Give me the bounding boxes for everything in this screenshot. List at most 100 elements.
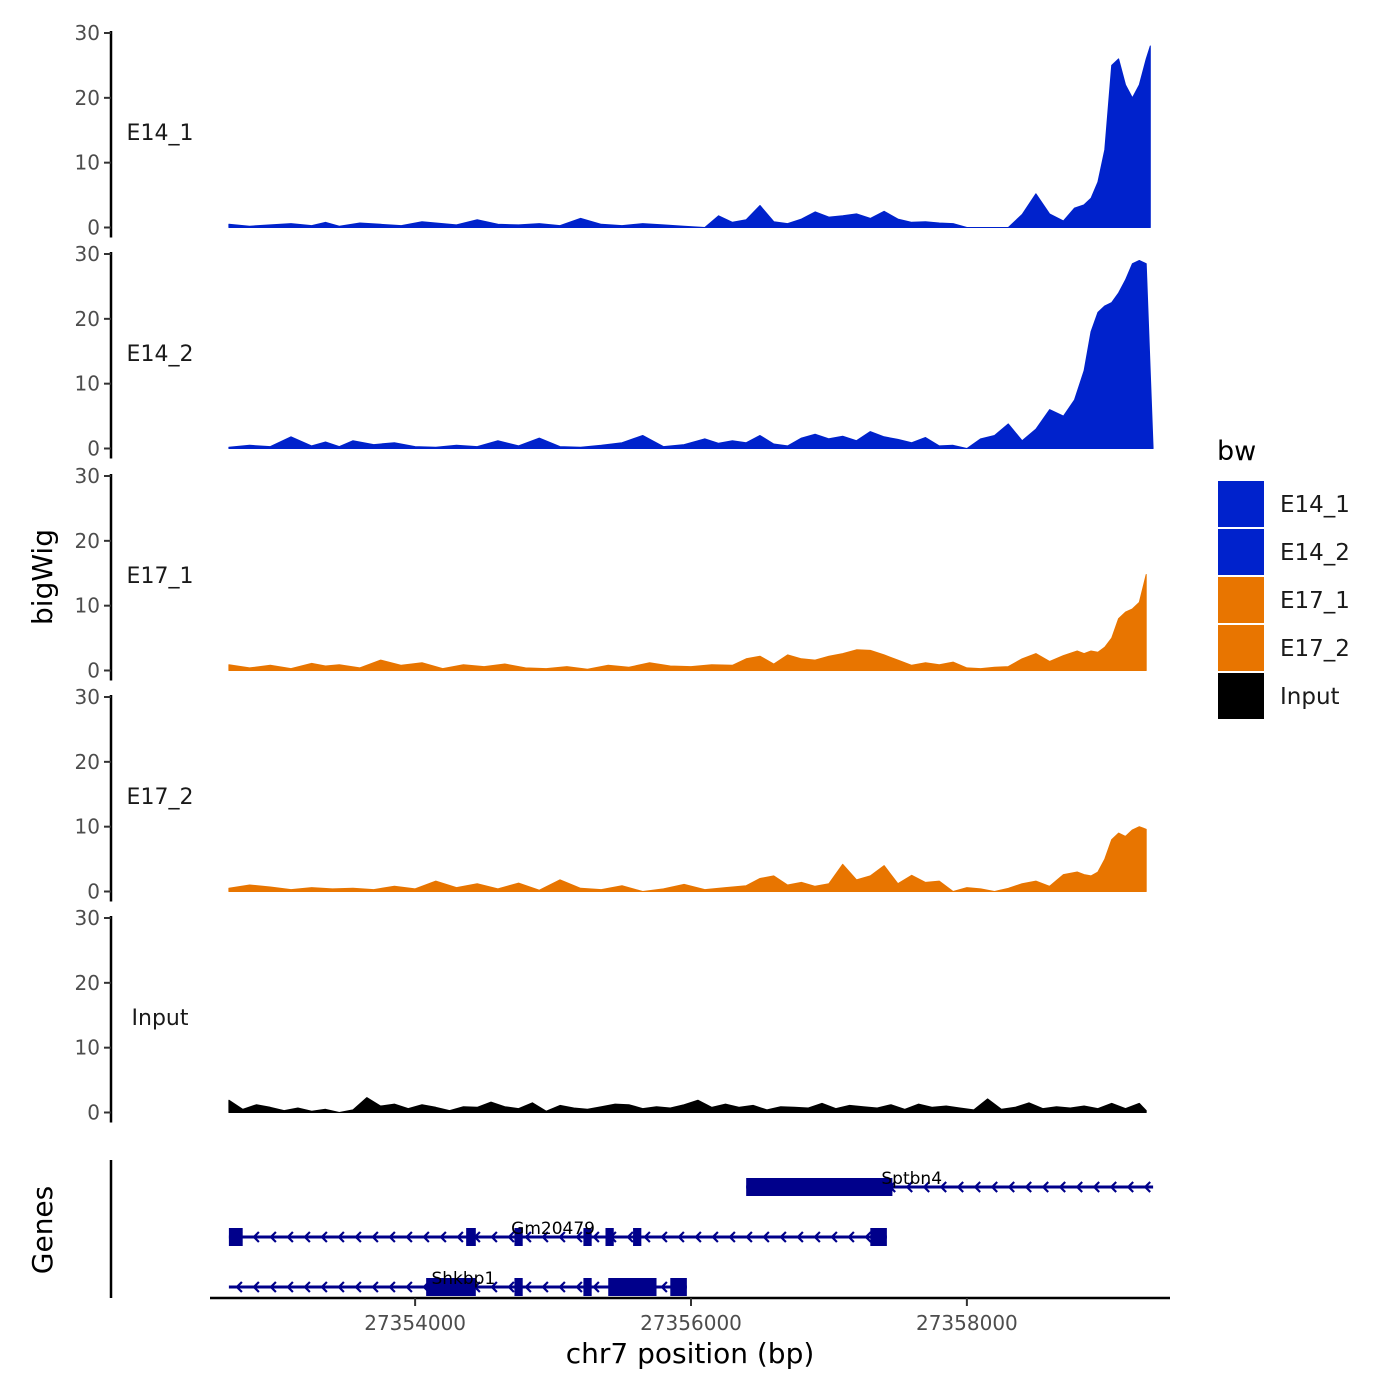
exon [633, 1228, 642, 1246]
panel-e14_1: 0 10 20 30 E14_1 [75, 21, 1151, 240]
strand-arrow [990, 1181, 998, 1193]
y-tick-label: 30 [75, 242, 100, 266]
y-tick-label: 10 [75, 815, 100, 839]
strand-arrow [371, 1231, 379, 1243]
legend-swatch [1218, 529, 1264, 575]
legend-label: E17_1 [1280, 588, 1350, 614]
y-tick-label: 10 [75, 1036, 100, 1060]
strand-arrow [813, 1231, 821, 1243]
exon [605, 1228, 614, 1246]
strand-arrow [1143, 1181, 1151, 1193]
y-tick-label: 20 [75, 529, 100, 553]
exon [466, 1228, 476, 1246]
exon [608, 1278, 657, 1296]
strand-arrow [956, 1181, 964, 1193]
strand-arrow [422, 1231, 430, 1243]
legend-entries: E14_1 E14_2 E17_1 E17_2 Input [1218, 481, 1350, 719]
exon [583, 1228, 592, 1246]
genes-track: Genes Sptbn4 Gm20479 Shkbp1 [26, 1160, 1154, 1298]
gene-sptbn4: Sptbn4 [746, 1169, 1154, 1196]
y-tick-label: 30 [75, 906, 100, 930]
strand-arrow [939, 1181, 947, 1193]
strand-arrow [575, 1281, 583, 1293]
exon [870, 1228, 887, 1246]
y-tick-label: 0 [87, 880, 100, 904]
strand-arrow [745, 1231, 753, 1243]
legend: bw E14_1 E14_2 E17_1 E17_2 Input [1217, 436, 1350, 719]
strand-arrow [1024, 1181, 1032, 1193]
strand-arrow [388, 1231, 396, 1243]
legend-swatch [1218, 577, 1264, 623]
strand-arrow [626, 1231, 634, 1243]
track-label: E14_2 [127, 342, 194, 367]
y-tick-label: 10 [75, 372, 100, 396]
legend-title: bw [1217, 436, 1256, 467]
series-area-input [228, 1097, 1147, 1113]
strand-arrow [694, 1231, 702, 1243]
strand-arrow [286, 1281, 294, 1293]
strand-arrow [1058, 1181, 1066, 1193]
y-tick-label: 20 [75, 307, 100, 331]
strand-arrow [490, 1281, 498, 1293]
strand-arrow [830, 1231, 838, 1243]
exon [426, 1278, 476, 1296]
track-label: Input [132, 1006, 189, 1031]
y-tick-label: 20 [75, 86, 100, 110]
x-ticks: 27354000 27356000 27358000 [364, 1298, 1018, 1335]
strand-arrow [337, 1281, 345, 1293]
strand-arrow [660, 1231, 668, 1243]
strand-arrow [762, 1231, 770, 1243]
strand-arrow [252, 1281, 260, 1293]
strand-arrow [337, 1231, 345, 1243]
track-label: E17_2 [127, 785, 194, 810]
strand-arrow [507, 1281, 515, 1293]
strand-arrow [320, 1281, 328, 1293]
strand-arrow [864, 1231, 872, 1243]
gene-label: Shkbp1 [431, 1269, 495, 1289]
strand-arrow [269, 1281, 277, 1293]
panel-e17_1: 0 10 20 30 E17_1 [75, 464, 1147, 683]
legend-label: E14_2 [1280, 540, 1350, 566]
strand-arrow [371, 1281, 379, 1293]
strand-arrow [524, 1281, 532, 1293]
strand-arrow [269, 1231, 277, 1243]
strand-arrow [1041, 1181, 1049, 1193]
exon [514, 1278, 523, 1296]
strand-arrow [905, 1181, 913, 1193]
strand-arrow [303, 1231, 311, 1243]
y-tick-label: 10 [75, 151, 100, 175]
strand-arrow [456, 1231, 464, 1243]
exon [583, 1278, 592, 1296]
legend-swatch [1218, 673, 1264, 719]
y-tick-label: 30 [75, 685, 100, 709]
x-tick-label: 27356000 [640, 1311, 742, 1335]
legend-label: E17_2 [1280, 636, 1350, 662]
panel-e17_2: 0 10 20 30 E17_2 [75, 685, 1147, 904]
strand-arrow [388, 1281, 396, 1293]
y-tick-label: 20 [75, 971, 100, 995]
strand-arrow [592, 1281, 600, 1293]
strand-arrow [320, 1231, 328, 1243]
y-tick-label: 0 [87, 659, 100, 683]
x-axis: 27354000 27356000 27358000 chr7 position (… [210, 1296, 1170, 1370]
strand-arrow [677, 1231, 685, 1243]
strand-arrow [558, 1281, 566, 1293]
strand-arrow [1075, 1181, 1083, 1193]
legend-label: E14_1 [1280, 492, 1350, 518]
gene-shkbp1: Shkbp1 [228, 1269, 687, 1296]
strand-arrow [847, 1231, 855, 1243]
strand-arrow [1109, 1181, 1117, 1193]
genes-axis-title: Genes [26, 1186, 59, 1274]
y-tick-label: 0 [87, 216, 100, 240]
strand-arrow [779, 1231, 787, 1243]
y-tick-label: 0 [87, 437, 100, 461]
strand-arrow [728, 1231, 736, 1243]
y-axis-title: bigWig [26, 529, 59, 625]
exon [228, 1228, 243, 1246]
strand-arrow [490, 1231, 498, 1243]
strand-arrow [405, 1231, 413, 1243]
track-panels: 0 10 20 30 E14_1 0 10 20 30 E14_2 0 10 20 30 E17_1 0 10 2… [75, 21, 1154, 1125]
panel-input: 0 10 20 30 Input [75, 906, 1147, 1125]
panel-e14_2: 0 10 20 30 E14_2 [75, 242, 1154, 461]
strand-arrow [796, 1231, 804, 1243]
